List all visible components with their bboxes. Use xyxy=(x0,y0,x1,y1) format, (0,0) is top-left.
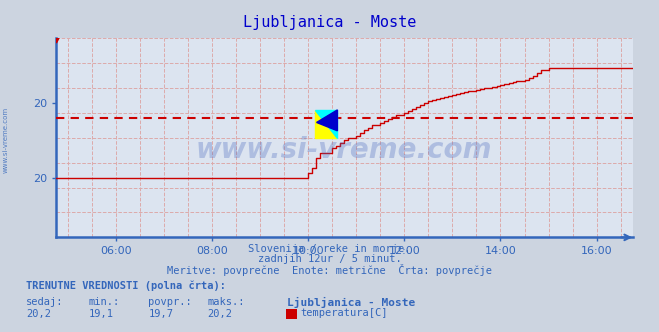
Text: povpr.:: povpr.: xyxy=(148,297,192,307)
Text: Meritve: povprečne  Enote: metrične  Črta: povprečje: Meritve: povprečne Enote: metrične Črta:… xyxy=(167,264,492,276)
Text: Ljubljanica - Moste: Ljubljanica - Moste xyxy=(287,297,415,308)
Text: TRENUTNE VREDNOSTI (polna črta):: TRENUTNE VREDNOSTI (polna črta): xyxy=(26,281,226,291)
Text: temperatura[C]: temperatura[C] xyxy=(301,308,388,318)
Text: Slovenija / reke in morje.: Slovenija / reke in morje. xyxy=(248,244,411,254)
Text: maks.:: maks.: xyxy=(208,297,245,307)
Polygon shape xyxy=(316,110,337,138)
Text: www.si-vreme.com: www.si-vreme.com xyxy=(196,136,492,164)
Polygon shape xyxy=(316,110,337,138)
Text: sedaj:: sedaj: xyxy=(26,297,64,307)
Text: Ljubljanica - Moste: Ljubljanica - Moste xyxy=(243,15,416,30)
Text: 19,7: 19,7 xyxy=(148,309,173,319)
Text: zadnjih 12ur / 5 minut.: zadnjih 12ur / 5 minut. xyxy=(258,254,401,264)
Text: 20,2: 20,2 xyxy=(26,309,51,319)
Text: min.:: min.: xyxy=(89,297,120,307)
Polygon shape xyxy=(316,110,337,131)
Text: 19,1: 19,1 xyxy=(89,309,114,319)
Text: www.si-vreme.com: www.si-vreme.com xyxy=(2,106,9,173)
Text: 20,2: 20,2 xyxy=(208,309,233,319)
